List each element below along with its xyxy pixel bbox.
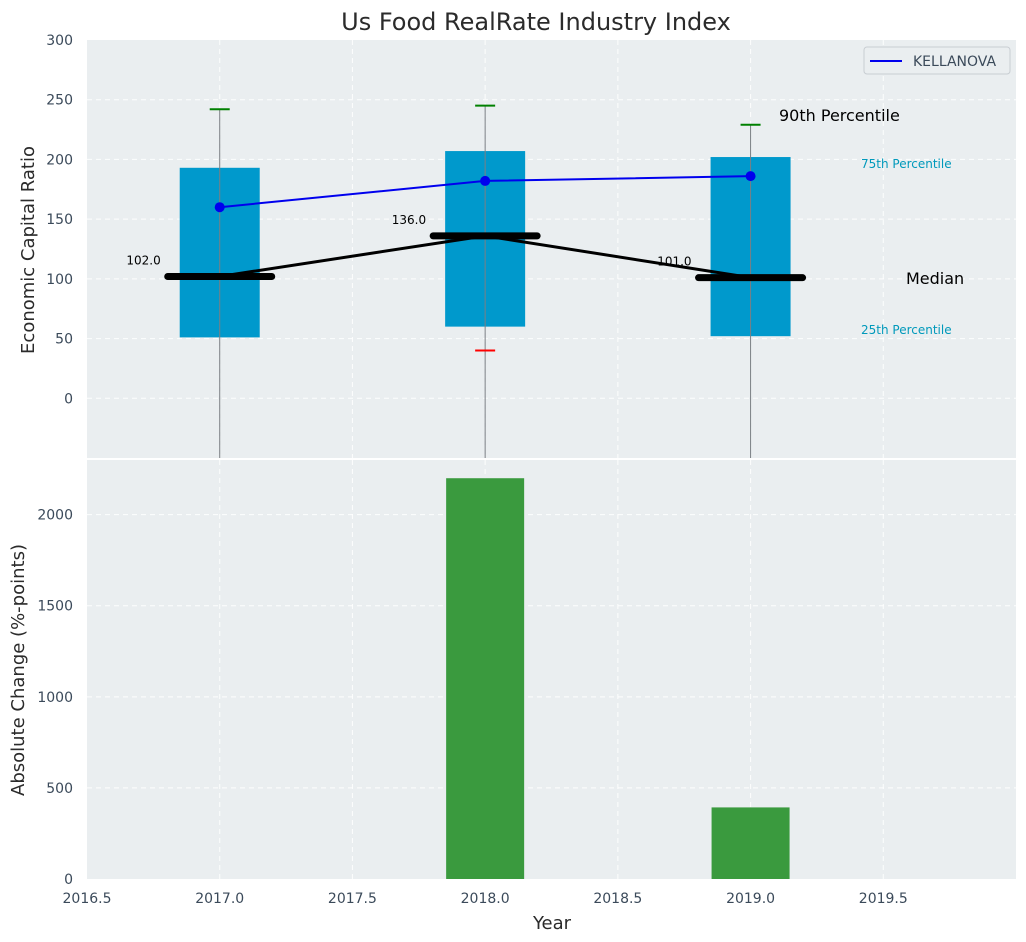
top-y-tick-label: 100 [46,272,73,288]
top-y-tick-label: 50 [55,332,73,348]
change-bar [711,807,790,879]
chart-title: Us Food RealRate Industry Index [341,8,731,36]
series-point-kellanova [745,171,756,182]
x-tick-label: 2019.5 [859,891,908,907]
bottom-y-tick-label: 1500 [37,599,73,615]
annotation-median: Median [906,269,964,288]
median-value-label: 136.0 [392,213,426,227]
median-value-label: 102.0 [126,253,160,267]
top-y-tick-label: 250 [46,93,73,109]
bottom-ylabel: Absolute Change (%-points) [8,544,29,796]
bottom-y-tick-label: 0 [64,872,73,888]
legend: KELLANOVA [863,46,1011,75]
change-bar [446,478,525,879]
series-point-kellanova [480,175,491,186]
top-y-tick-label: 0 [64,391,73,407]
x-tick-label: 2018.0 [461,891,510,907]
x-tick-label: 2018.5 [593,891,642,907]
bottom-y-tick-label: 2000 [37,508,73,524]
top-y-tick-label: 200 [46,152,73,168]
legend-label-kellanova: KELLANOVA [913,54,996,70]
bottom-y-tick-label: 1000 [37,690,73,706]
top-y-tick-label: 150 [46,212,73,228]
bottom-y-tick-label: 500 [46,781,73,797]
bottom-plot-area [87,460,1016,879]
annotation-p75: 75th Percentile [861,157,952,171]
xlabel: Year [532,913,572,934]
x-tick-label: 2016.5 [63,891,112,907]
annotation-p25: 25th Percentile [861,323,952,337]
series-point-kellanova [214,202,225,213]
top-y-tick-label: 300 [46,33,73,49]
x-tick-label: 2019.0 [726,891,775,907]
annotation-p90: 90th Percentile [779,106,900,125]
x-tick-label: 2017.5 [328,891,377,907]
top-ylabel: Economic Capital Ratio [18,146,39,354]
median-value-label: 101.0 [657,255,691,269]
x-tick-label: 2017.0 [195,891,244,907]
